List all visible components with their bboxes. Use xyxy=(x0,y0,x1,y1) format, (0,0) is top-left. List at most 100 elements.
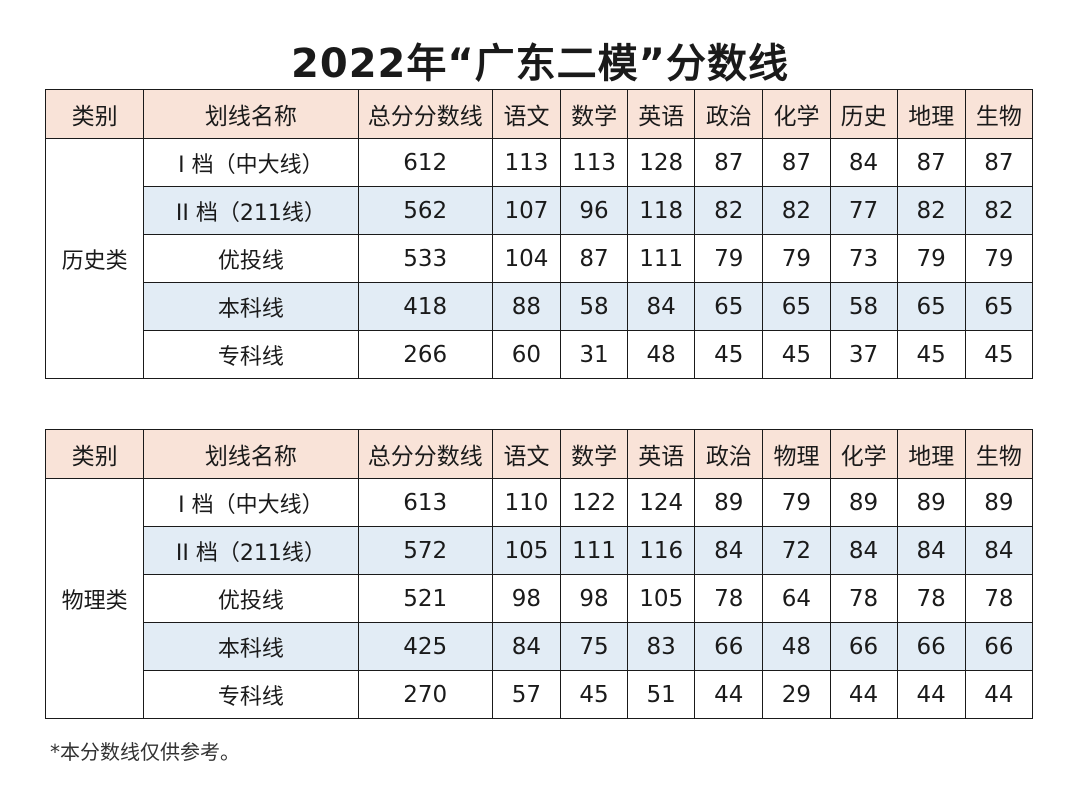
score-cell: 44 xyxy=(830,671,897,719)
score-cell: 66 xyxy=(695,623,763,671)
score-cell: 124 xyxy=(628,479,695,527)
score-cell: 58 xyxy=(830,283,897,331)
score-cell: 66 xyxy=(897,623,965,671)
score-cell: 82 xyxy=(763,187,830,235)
tier-name-cell: 本科线 xyxy=(144,623,358,671)
score-cell: 107 xyxy=(492,187,560,235)
score-cell: 79 xyxy=(763,235,830,283)
header-cell: 语文 xyxy=(492,90,560,139)
score-cell: 51 xyxy=(628,671,695,719)
score-cell: 84 xyxy=(897,527,965,575)
score-cell: 612 xyxy=(358,139,492,187)
score-cell: 521 xyxy=(358,575,492,623)
table-row: 历史类 I 档（中大线） 612 113 113 128 87 87 84 87… xyxy=(46,139,1033,187)
header-cell: 划线名称 xyxy=(144,90,358,139)
score-cell: 45 xyxy=(965,331,1032,379)
score-cell: 79 xyxy=(965,235,1032,283)
score-cell: 270 xyxy=(358,671,492,719)
score-cell: 84 xyxy=(492,623,560,671)
score-cell: 78 xyxy=(965,575,1032,623)
score-cell: 44 xyxy=(695,671,763,719)
score-cell: 89 xyxy=(830,479,897,527)
header-cell: 数学 xyxy=(561,430,628,479)
header-cell: 总分分数线 xyxy=(358,430,492,479)
table-header-row: 类别 划线名称 总分分数线 语文 数学 英语 政治 物理 化学 地理 生物 xyxy=(46,430,1033,479)
header-cell: 政治 xyxy=(695,430,763,479)
score-cell: 48 xyxy=(628,331,695,379)
category-cell: 历史类 xyxy=(46,139,144,379)
tier-name-cell: 优投线 xyxy=(144,235,358,283)
score-cell: 105 xyxy=(492,527,560,575)
score-cell: 82 xyxy=(897,187,965,235)
score-cell: 425 xyxy=(358,623,492,671)
header-cell: 英语 xyxy=(628,90,695,139)
table-row: II 档（211线） 572 105 111 116 84 72 84 84 8… xyxy=(46,527,1033,575)
score-cell: 64 xyxy=(763,575,830,623)
score-cell: 105 xyxy=(628,575,695,623)
score-cell: 79 xyxy=(897,235,965,283)
score-cell: 111 xyxy=(561,527,628,575)
score-cell: 58 xyxy=(561,283,628,331)
score-cell: 562 xyxy=(358,187,492,235)
score-cell: 98 xyxy=(561,575,628,623)
header-cell: 划线名称 xyxy=(144,430,358,479)
score-cell: 113 xyxy=(561,139,628,187)
tier-name-cell: 本科线 xyxy=(144,283,358,331)
table-row: 物理类 I 档（中大线） 613 110 122 124 89 79 89 89… xyxy=(46,479,1033,527)
tier-name-cell: II 档（211线） xyxy=(144,187,358,235)
score-cell: 45 xyxy=(763,331,830,379)
tier-name-cell: II 档（211线） xyxy=(144,527,358,575)
score-cell: 78 xyxy=(830,575,897,623)
tier-name-cell: 优投线 xyxy=(144,575,358,623)
page-title: 2022年“广东二模”分数线 xyxy=(0,38,1080,90)
score-cell: 572 xyxy=(358,527,492,575)
score-cell: 84 xyxy=(830,527,897,575)
table-row: II 档（211线） 562 107 96 118 82 82 77 82 82 xyxy=(46,187,1033,235)
score-cell: 128 xyxy=(628,139,695,187)
score-cell: 57 xyxy=(492,671,560,719)
score-cell: 87 xyxy=(561,235,628,283)
score-cell: 87 xyxy=(965,139,1032,187)
score-cell: 533 xyxy=(358,235,492,283)
score-cell: 89 xyxy=(965,479,1032,527)
score-cell: 84 xyxy=(628,283,695,331)
score-cell: 83 xyxy=(628,623,695,671)
score-cell: 418 xyxy=(358,283,492,331)
header-cell: 化学 xyxy=(763,90,830,139)
table-row: 优投线 533 104 87 111 79 79 73 79 79 xyxy=(46,235,1033,283)
score-cell: 87 xyxy=(897,139,965,187)
table-row: 专科线 270 57 45 51 44 29 44 44 44 xyxy=(46,671,1033,719)
score-cell: 65 xyxy=(763,283,830,331)
header-cell: 物理 xyxy=(763,430,830,479)
header-cell: 生物 xyxy=(965,90,1032,139)
score-cell: 266 xyxy=(358,331,492,379)
score-cell: 84 xyxy=(965,527,1032,575)
header-cell: 语文 xyxy=(492,430,560,479)
score-cell: 122 xyxy=(561,479,628,527)
score-table-physics: 类别 划线名称 总分分数线 语文 数学 英语 政治 物理 化学 地理 生物 物理… xyxy=(45,429,1033,719)
score-cell: 613 xyxy=(358,479,492,527)
score-cell: 78 xyxy=(695,575,763,623)
score-cell: 84 xyxy=(695,527,763,575)
score-cell: 72 xyxy=(763,527,830,575)
header-cell: 类别 xyxy=(46,90,144,139)
score-cell: 89 xyxy=(897,479,965,527)
score-cell: 44 xyxy=(965,671,1032,719)
score-cell: 45 xyxy=(561,671,628,719)
score-cell: 111 xyxy=(628,235,695,283)
score-cell: 44 xyxy=(897,671,965,719)
score-cell: 82 xyxy=(965,187,1032,235)
tier-name-cell: I 档（中大线） xyxy=(144,139,358,187)
score-cell: 104 xyxy=(492,235,560,283)
score-cell: 45 xyxy=(695,331,763,379)
score-cell: 60 xyxy=(492,331,560,379)
score-cell: 29 xyxy=(763,671,830,719)
score-cell: 73 xyxy=(830,235,897,283)
score-cell: 87 xyxy=(763,139,830,187)
score-cell: 65 xyxy=(897,283,965,331)
header-cell: 地理 xyxy=(897,430,965,479)
score-cell: 78 xyxy=(897,575,965,623)
table-row: 专科线 266 60 31 48 45 45 37 45 45 xyxy=(46,331,1033,379)
score-cell: 88 xyxy=(492,283,560,331)
score-cell: 87 xyxy=(695,139,763,187)
